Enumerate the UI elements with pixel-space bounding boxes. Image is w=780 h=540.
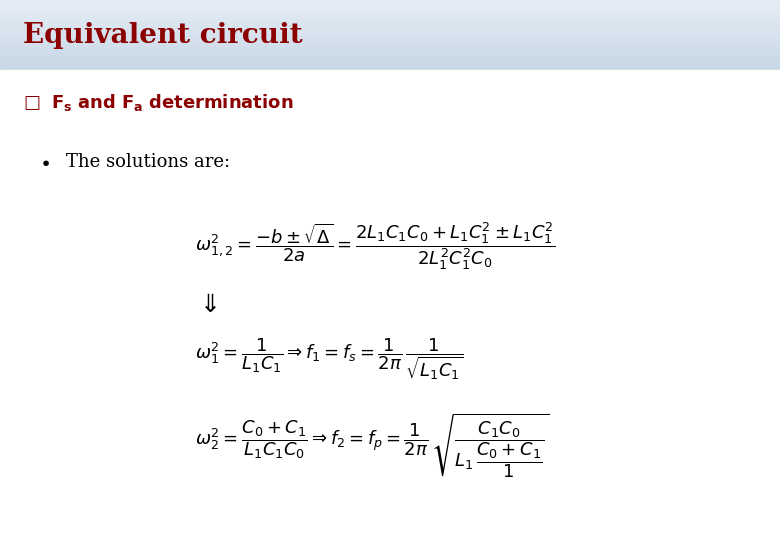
Text: $\Downarrow$: $\Downarrow$	[195, 293, 218, 317]
Bar	[0, 24, 780, 25]
Bar	[0, 16, 780, 17]
Bar	[0, 4, 780, 5]
Text: Equivalent circuit: Equivalent circuit	[23, 22, 303, 49]
Bar	[0, 48, 780, 49]
Bar	[0, 38, 780, 39]
Text: □: □	[23, 93, 41, 112]
Bar	[0, 65, 780, 66]
Bar	[0, 31, 780, 32]
Bar	[0, 55, 780, 56]
Bar	[0, 25, 780, 26]
Text: $\mathbf{F_s}$$\mathbf{\ and\ F_a\ determination}$: $\mathbf{F_s}$$\mathbf{\ and\ F_a\ deter…	[51, 92, 293, 113]
Text: $\bullet$: $\bullet$	[39, 152, 50, 172]
Bar	[0, 14, 780, 16]
Bar	[0, 53, 780, 55]
Bar	[0, 28, 780, 30]
Bar	[0, 68, 780, 69]
Bar	[0, 45, 780, 46]
Bar	[0, 18, 780, 19]
Bar	[0, 58, 780, 59]
Bar	[0, 33, 780, 35]
Text: The solutions are:: The solutions are:	[66, 153, 230, 171]
Bar	[0, 21, 780, 23]
Bar	[0, 0, 780, 2]
Bar	[0, 11, 780, 12]
Bar	[0, 39, 780, 40]
Bar	[0, 7, 780, 9]
Bar	[0, 42, 780, 44]
Bar	[0, 69, 780, 70]
Bar	[0, 26, 780, 28]
Bar	[0, 2, 780, 3]
Text: $\omega_2^2 = \dfrac{C_0+C_1}{L_1C_1C_0} \Rightarrow f_2 = f_p = \dfrac{1}{2\pi}: $\omega_2^2 = \dfrac{C_0+C_1}{L_1C_1C_0}…	[195, 411, 549, 480]
Bar	[0, 19, 780, 21]
Bar	[0, 3, 780, 4]
Bar	[0, 56, 780, 58]
Bar	[0, 44, 780, 45]
Bar	[0, 46, 780, 48]
Bar	[0, 60, 780, 62]
Bar	[0, 10, 780, 11]
Text: $\omega_1^2 = \dfrac{1}{L_1C_1} \Rightarrow f_1 = f_s = \dfrac{1}{2\pi}\,\dfrac{: $\omega_1^2 = \dfrac{1}{L_1C_1} \Rightar…	[195, 336, 463, 382]
Bar	[0, 35, 780, 37]
Bar	[0, 12, 780, 14]
Bar	[0, 9, 780, 10]
Bar	[0, 40, 780, 42]
Bar	[0, 59, 780, 60]
Bar	[0, 30, 780, 31]
Bar	[0, 63, 780, 65]
Bar	[0, 49, 780, 51]
Bar	[0, 32, 780, 33]
Bar	[0, 62, 780, 63]
Bar	[0, 17, 780, 18]
Bar	[0, 70, 780, 540]
Bar	[0, 5, 780, 7]
Bar	[0, 66, 780, 68]
Text: $\omega_{1,2}^2 = \dfrac{-b \pm \sqrt{\Delta}}{2a} = \dfrac{2L_1C_1C_0 + L_1C_1^: $\omega_{1,2}^2 = \dfrac{-b \pm \sqrt{\D…	[195, 220, 555, 272]
Bar	[0, 37, 780, 38]
Bar	[0, 51, 780, 52]
Bar	[0, 23, 780, 24]
Bar	[0, 52, 780, 53]
